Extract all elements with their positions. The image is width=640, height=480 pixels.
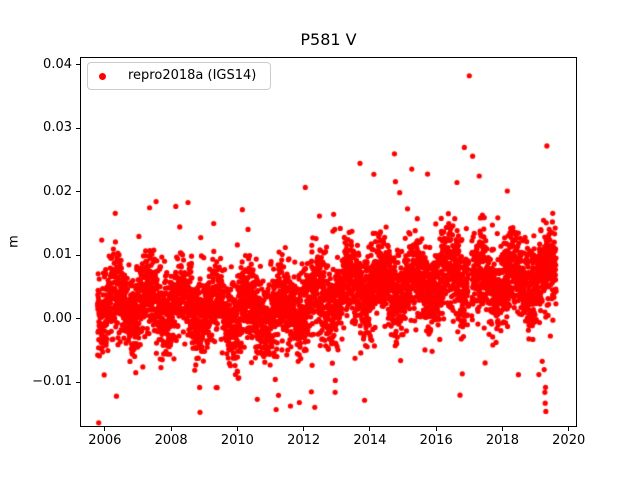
x-tick-mark [104,427,106,431]
x-tick-label: 2018 [485,433,519,448]
y-tick-label: 0.02 [43,183,72,199]
legend-marker-icon [99,72,106,80]
x-tick-label: 2012 [287,433,321,448]
x-tick-mark [568,427,570,431]
y-tick-mark [76,318,80,320]
x-tick-mark [170,427,172,431]
y-tick-mark [76,127,80,129]
y-tick-label: 0.03 [43,120,72,136]
y-tick-label: 0.01 [43,247,72,263]
x-tick-mark [369,427,371,431]
y-tick-mark [76,254,80,256]
x-tick-mark [303,427,305,431]
chart-title: P581 V [300,30,357,49]
legend: repro2018a (IGS14) [87,62,272,90]
y-tick-mark [76,381,80,383]
x-tick-label: 2016 [419,433,453,448]
plot-area [80,57,577,427]
y-tick-label: −0.01 [32,374,72,390]
y-tick-label: 0.04 [43,56,72,72]
y-axis-label: m [6,235,22,248]
y-tick-label: 0.00 [43,310,72,326]
x-tick-mark [435,427,437,431]
x-tick-label: 2020 [552,433,586,448]
x-tick-label: 2006 [88,433,122,448]
x-tick-mark [236,427,238,431]
x-tick-label: 2010 [220,433,254,448]
legend-entry-label: repro2018a (IGS14) [128,68,257,83]
x-tick-label: 2008 [154,433,188,448]
x-tick-label: 2014 [353,433,387,448]
y-tick-mark [76,64,80,66]
scatter-points-canvas [81,58,576,426]
y-tick-mark [76,191,80,193]
x-tick-mark [501,427,503,431]
